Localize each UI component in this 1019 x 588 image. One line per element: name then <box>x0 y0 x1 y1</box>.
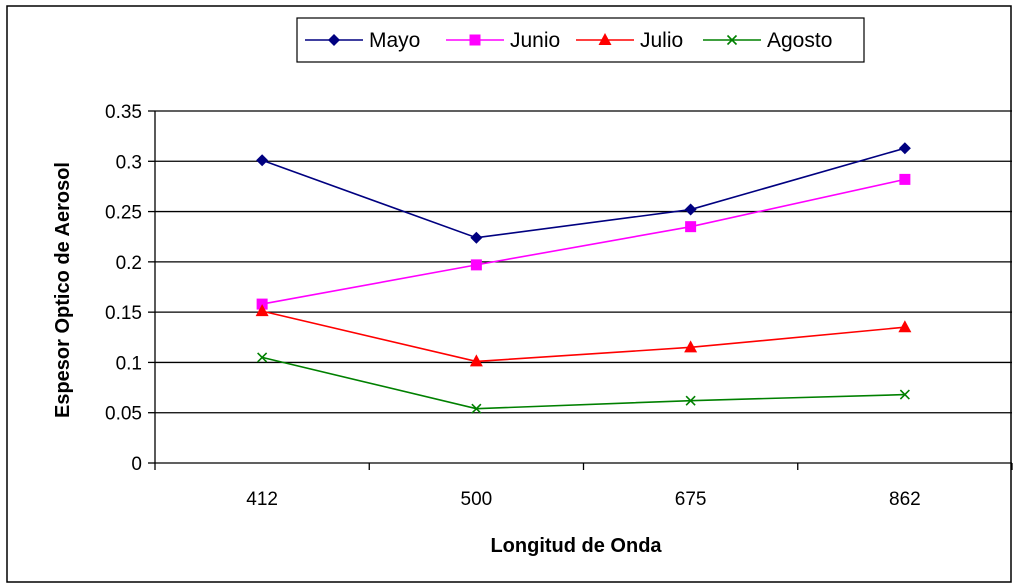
series-line <box>261 178 906 305</box>
y-tick-label: 0.1 <box>116 353 142 374</box>
x-tick-label: 500 <box>461 489 493 510</box>
data-point <box>899 173 911 185</box>
x-tick-label: 675 <box>675 489 707 510</box>
x-tick-label: 862 <box>889 489 921 510</box>
y-tick-label: 0.3 <box>116 152 142 173</box>
data-point <box>328 34 340 46</box>
axes <box>148 110 1013 470</box>
data-point <box>684 203 697 216</box>
data-point <box>598 33 612 45</box>
y-tick-label: 0.25 <box>105 203 142 224</box>
chart-border <box>6 5 1012 583</box>
legend-label: Julio <box>640 29 683 52</box>
data-point <box>469 34 481 46</box>
series-line <box>261 310 905 363</box>
data-point <box>685 221 697 233</box>
x-tick-label: 412 <box>246 489 278 510</box>
data-point <box>257 352 268 363</box>
data-point <box>684 340 698 353</box>
legend-item-junio: Junio <box>446 29 560 52</box>
data-point <box>469 354 483 367</box>
series-junio <box>256 173 911 310</box>
gridlines <box>155 110 1012 414</box>
y-tick-label: 0.15 <box>105 303 142 324</box>
tick-labels: 0 0.05 0.1 0.15 0.2 0.25 0.3 0.35 412 500 675 862 <box>105 102 921 510</box>
data-point <box>471 403 482 414</box>
x-axis-title: Longitud de Onda <box>490 535 662 557</box>
legend-item-julio: Julio <box>576 29 683 52</box>
y-tick-label: 0.05 <box>105 404 142 425</box>
series-group <box>255 142 912 414</box>
series-mayo <box>256 142 911 244</box>
y-tick-label: 0.2 <box>116 253 142 274</box>
series-julio <box>255 304 912 367</box>
series-line <box>261 147 906 239</box>
data-point <box>256 298 268 310</box>
data-point <box>470 259 482 271</box>
data-point <box>256 154 269 167</box>
legend-label: Agosto <box>767 29 832 52</box>
data-point <box>726 34 738 46</box>
series-agosto <box>257 352 910 414</box>
data-point <box>898 320 912 333</box>
data-point <box>255 304 269 317</box>
y-axis-title: Espesor Optico de Aerosol <box>52 162 74 418</box>
data-point <box>685 395 696 406</box>
data-point <box>899 389 910 400</box>
legend-item-mayo: Mayo <box>305 29 420 52</box>
series-line <box>261 356 905 410</box>
data-point <box>470 231 483 244</box>
legend-label: Junio <box>510 29 560 52</box>
y-tick-label: 0 <box>131 454 142 475</box>
legend-item-agosto: Agosto <box>703 29 832 52</box>
legend: Mayo Junio Julio Agosto <box>296 17 865 63</box>
data-point <box>898 142 911 155</box>
legend-label: Mayo <box>369 29 420 52</box>
y-tick-label: 0.35 <box>105 102 142 123</box>
